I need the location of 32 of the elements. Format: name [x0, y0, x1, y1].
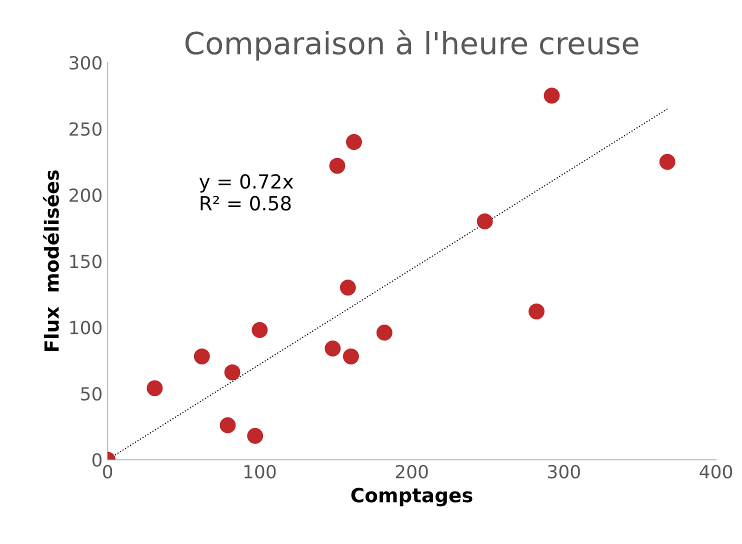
point [224, 364, 240, 380]
y-tick-label: 100 [70, 320, 102, 334]
chart-title: Comparaison à l'heure creuse [185, 30, 638, 61]
y-tick-label: 250 [70, 122, 102, 136]
point [342, 348, 359, 364]
point [220, 417, 236, 434]
point [340, 280, 356, 296]
annotation: y = 0.72x R² = 0.58 [199, 174, 294, 211]
point [476, 213, 493, 230]
point [659, 154, 676, 170]
y-tick-label: 200 [70, 188, 102, 202]
x-tick-label: 0 [103, 464, 112, 479]
y-axis-title: Flux modélisées [43, 170, 59, 352]
point [346, 134, 362, 150]
x-axis-title: Comptages [351, 488, 472, 506]
x-tick-label: 300 [548, 464, 580, 479]
x-tick-label: 200 [396, 464, 428, 479]
point [376, 324, 392, 341]
y-tick-label: 0 [92, 453, 102, 467]
x-tick-label: 400 [700, 464, 732, 479]
point [247, 428, 264, 444]
y-tick-label: 300 [70, 56, 102, 70]
y-tick-label: 150 [70, 254, 102, 268]
x-tick-label: 100 [244, 464, 276, 479]
y-tick-label: 50 [81, 386, 102, 401]
point [146, 380, 163, 396]
point [544, 88, 560, 104]
point [252, 322, 268, 338]
point [329, 158, 346, 174]
point [324, 340, 341, 356]
point [528, 303, 545, 320]
point [194, 348, 210, 364]
